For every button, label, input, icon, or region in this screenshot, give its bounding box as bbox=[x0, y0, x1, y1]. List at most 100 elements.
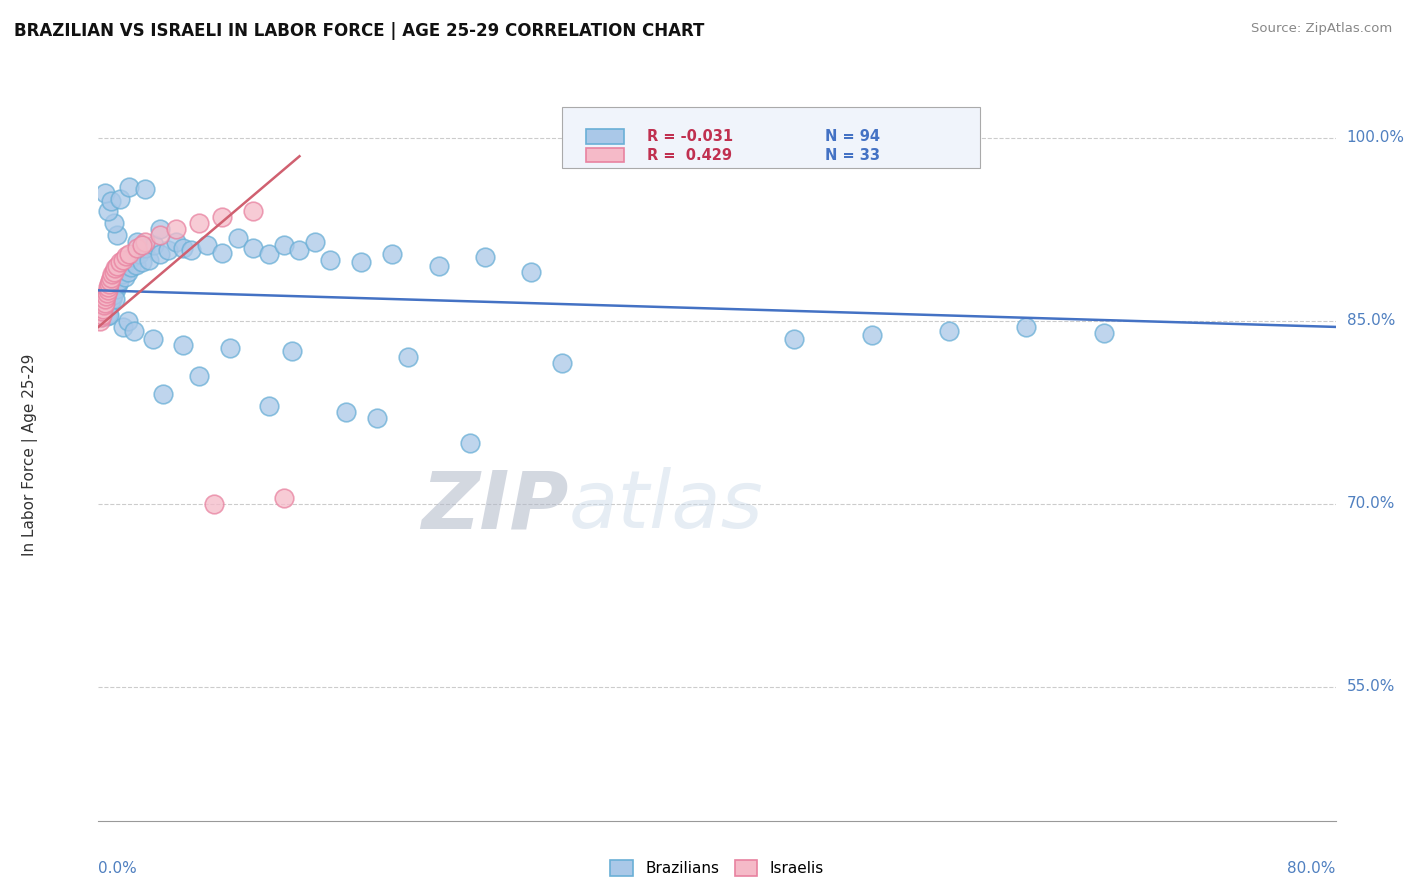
Point bbox=[474, 251, 496, 265]
Text: Source: ZipAtlas.com: Source: ZipAtlas.com bbox=[1251, 22, 1392, 36]
Point bbox=[103, 277, 125, 292]
Point bbox=[96, 309, 118, 323]
Point bbox=[94, 292, 117, 306]
Text: 70.0%: 70.0% bbox=[1347, 496, 1395, 511]
Point bbox=[281, 344, 304, 359]
Point bbox=[242, 241, 264, 255]
Text: 55.0%: 55.0% bbox=[1347, 679, 1395, 694]
Point bbox=[94, 298, 117, 312]
Point bbox=[93, 302, 115, 317]
Point bbox=[96, 289, 118, 303]
Point bbox=[860, 328, 883, 343]
Point bbox=[1092, 326, 1115, 340]
Point bbox=[100, 271, 122, 285]
Legend: Brazilians, Israelis: Brazilians, Israelis bbox=[605, 855, 830, 882]
Point bbox=[204, 497, 226, 511]
Point bbox=[93, 305, 115, 319]
Point bbox=[257, 246, 280, 260]
Point bbox=[97, 204, 120, 219]
Point bbox=[121, 251, 143, 265]
Point bbox=[107, 277, 129, 292]
Point bbox=[91, 299, 114, 313]
Text: N = 94: N = 94 bbox=[825, 129, 880, 145]
Point bbox=[122, 324, 145, 338]
Point bbox=[98, 277, 121, 292]
Text: R = -0.031: R = -0.031 bbox=[647, 129, 734, 145]
Text: 0.0%: 0.0% bbox=[98, 861, 138, 876]
Point bbox=[141, 332, 165, 346]
Point bbox=[91, 295, 114, 310]
Point bbox=[115, 249, 138, 263]
Point bbox=[257, 399, 280, 413]
Point bbox=[127, 241, 149, 255]
Point bbox=[219, 341, 242, 355]
Point bbox=[134, 241, 156, 255]
Point bbox=[93, 295, 115, 310]
Point bbox=[188, 368, 211, 383]
Point bbox=[100, 292, 122, 306]
Point bbox=[172, 338, 194, 352]
Text: atlas: atlas bbox=[568, 467, 763, 545]
Point bbox=[89, 314, 111, 328]
Point bbox=[335, 405, 357, 419]
Point bbox=[104, 275, 127, 289]
Point bbox=[131, 238, 153, 252]
Point bbox=[273, 238, 295, 252]
Point bbox=[91, 301, 114, 316]
Point bbox=[149, 228, 172, 243]
Text: 100.0%: 100.0% bbox=[1347, 130, 1405, 145]
Point bbox=[108, 192, 131, 206]
Point bbox=[89, 308, 111, 322]
Point bbox=[97, 284, 120, 298]
Point bbox=[105, 259, 128, 273]
Point bbox=[242, 204, 264, 219]
Point bbox=[131, 255, 153, 269]
Point bbox=[103, 216, 125, 230]
Point bbox=[100, 194, 122, 209]
Point bbox=[112, 320, 135, 334]
Point bbox=[97, 279, 120, 293]
Point bbox=[117, 314, 139, 328]
Point bbox=[319, 252, 342, 267]
Text: R =  0.429: R = 0.429 bbox=[647, 147, 733, 162]
Point bbox=[520, 265, 543, 279]
Point bbox=[90, 304, 112, 318]
Point bbox=[396, 351, 419, 365]
Point bbox=[103, 265, 125, 279]
Text: 85.0%: 85.0% bbox=[1347, 313, 1395, 328]
Point bbox=[134, 182, 156, 196]
Text: BRAZILIAN VS ISRAELI IN LABOR FORCE | AGE 25-29 CORRELATION CHART: BRAZILIAN VS ISRAELI IN LABOR FORCE | AG… bbox=[14, 22, 704, 40]
FancyBboxPatch shape bbox=[562, 108, 980, 169]
Point bbox=[108, 262, 131, 277]
Point bbox=[138, 252, 160, 267]
Point bbox=[1015, 320, 1038, 334]
Point bbox=[96, 301, 118, 315]
Point bbox=[551, 357, 574, 371]
Point bbox=[149, 246, 172, 260]
Point bbox=[93, 298, 115, 312]
Point bbox=[114, 269, 136, 284]
Point bbox=[115, 255, 138, 269]
Point bbox=[427, 259, 450, 273]
Point bbox=[938, 324, 960, 338]
Point bbox=[98, 308, 121, 322]
Point bbox=[127, 235, 149, 249]
Point bbox=[118, 179, 141, 194]
Point bbox=[381, 246, 404, 260]
Point bbox=[180, 243, 202, 257]
Point bbox=[107, 265, 129, 279]
Point bbox=[105, 282, 128, 296]
Point bbox=[211, 245, 233, 260]
Point bbox=[98, 297, 121, 311]
Point bbox=[128, 246, 150, 260]
Point bbox=[188, 216, 211, 230]
Point bbox=[273, 491, 295, 505]
Text: N = 33: N = 33 bbox=[825, 147, 880, 162]
Text: ZIP: ZIP bbox=[422, 467, 568, 545]
Point bbox=[152, 387, 174, 401]
Point bbox=[105, 271, 128, 285]
Point bbox=[91, 310, 114, 325]
Point bbox=[143, 238, 166, 252]
Point bbox=[93, 186, 115, 200]
Point bbox=[90, 301, 112, 316]
